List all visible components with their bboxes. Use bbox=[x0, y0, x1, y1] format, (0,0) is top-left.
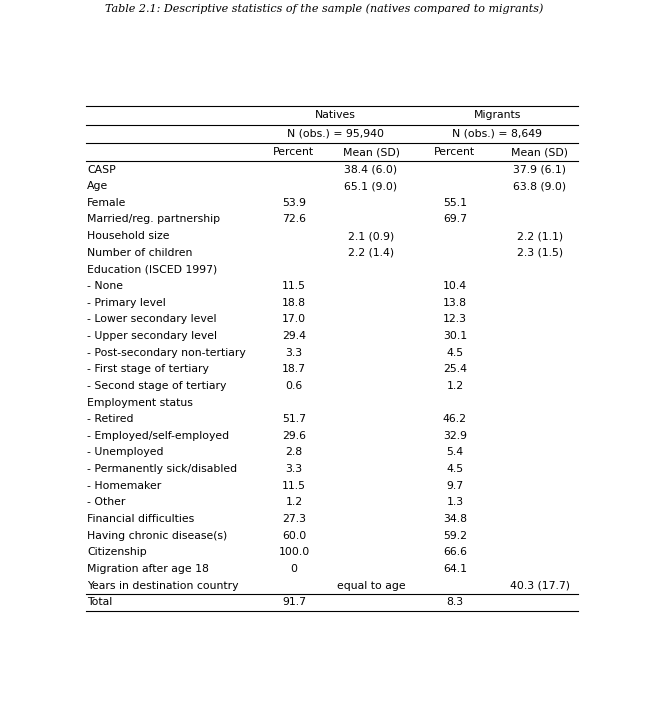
Text: Female: Female bbox=[87, 198, 126, 208]
Text: N (obs.) = 8,649: N (obs.) = 8,649 bbox=[452, 129, 542, 139]
Text: 1.2: 1.2 bbox=[285, 497, 303, 508]
Text: 64.1: 64.1 bbox=[443, 564, 467, 574]
Text: 2.2 (1.1): 2.2 (1.1) bbox=[516, 231, 563, 241]
Text: - Second stage of tertiary: - Second stage of tertiary bbox=[87, 381, 226, 391]
Text: 37.9 (6.1): 37.9 (6.1) bbox=[513, 165, 566, 174]
Text: 30.1: 30.1 bbox=[443, 331, 467, 341]
Text: Employment status: Employment status bbox=[87, 397, 193, 408]
Text: 5.4: 5.4 bbox=[446, 447, 463, 458]
Text: 32.9: 32.9 bbox=[443, 431, 467, 441]
Text: 2.3 (1.5): 2.3 (1.5) bbox=[516, 247, 563, 258]
Text: Percent: Percent bbox=[273, 147, 314, 157]
Text: Age: Age bbox=[87, 181, 108, 191]
Text: 9.7: 9.7 bbox=[446, 481, 463, 491]
Text: 34.8: 34.8 bbox=[443, 514, 467, 524]
Text: - None: - None bbox=[87, 281, 123, 291]
Text: 55.1: 55.1 bbox=[443, 198, 467, 208]
Text: equal to age: equal to age bbox=[337, 581, 406, 591]
Text: - Employed/self-employed: - Employed/self-employed bbox=[87, 431, 229, 441]
Text: 10.4: 10.4 bbox=[443, 281, 467, 291]
Text: 11.5: 11.5 bbox=[282, 481, 306, 491]
Text: - Lower secondary level: - Lower secondary level bbox=[87, 314, 216, 324]
Text: 46.2: 46.2 bbox=[443, 414, 467, 424]
Text: - Other: - Other bbox=[87, 497, 126, 508]
Text: 2.1 (0.9): 2.1 (0.9) bbox=[348, 231, 394, 241]
Text: Table 2.1: Descriptive statistics of the sample (natives compared to migrants): Table 2.1: Descriptive statistics of the… bbox=[105, 4, 543, 14]
Text: Education (ISCED 1997): Education (ISCED 1997) bbox=[87, 264, 217, 274]
Text: Total: Total bbox=[87, 597, 112, 607]
Text: - Retired: - Retired bbox=[87, 414, 133, 424]
Text: Citizenship: Citizenship bbox=[87, 547, 147, 557]
Text: CASP: CASP bbox=[87, 165, 116, 174]
Text: 3.3: 3.3 bbox=[285, 464, 303, 474]
Text: 100.0: 100.0 bbox=[278, 547, 310, 557]
Text: - Upper secondary level: - Upper secondary level bbox=[87, 331, 217, 341]
Text: Married/reg. partnership: Married/reg. partnership bbox=[87, 214, 220, 224]
Text: - Permanently sick/disabled: - Permanently sick/disabled bbox=[87, 464, 237, 474]
Text: Years in destination country: Years in destination country bbox=[87, 581, 238, 591]
Text: - Primary level: - Primary level bbox=[87, 297, 166, 308]
Text: 12.3: 12.3 bbox=[443, 314, 467, 324]
Text: 69.7: 69.7 bbox=[443, 214, 467, 224]
Text: 60.0: 60.0 bbox=[282, 531, 306, 541]
Text: 13.8: 13.8 bbox=[443, 297, 467, 308]
Text: 29.4: 29.4 bbox=[282, 331, 306, 341]
Text: 1.2: 1.2 bbox=[446, 381, 463, 391]
Text: Mean (SD): Mean (SD) bbox=[511, 147, 568, 157]
Text: Number of children: Number of children bbox=[87, 247, 192, 258]
Text: 8.3: 8.3 bbox=[446, 597, 463, 607]
Text: 0.6: 0.6 bbox=[285, 381, 303, 391]
Text: 18.8: 18.8 bbox=[282, 297, 306, 308]
Text: 11.5: 11.5 bbox=[282, 281, 306, 291]
Text: 1.3: 1.3 bbox=[446, 497, 463, 508]
Text: 18.7: 18.7 bbox=[282, 364, 306, 374]
Text: Household size: Household size bbox=[87, 231, 170, 241]
Text: Natives: Natives bbox=[315, 110, 356, 120]
Text: - Homemaker: - Homemaker bbox=[87, 481, 161, 491]
Text: 63.8 (9.0): 63.8 (9.0) bbox=[513, 181, 566, 191]
Text: Mean (SD): Mean (SD) bbox=[343, 147, 400, 157]
Text: Percent: Percent bbox=[434, 147, 476, 157]
Text: Having chronic disease(s): Having chronic disease(s) bbox=[87, 531, 227, 541]
Text: 4.5: 4.5 bbox=[446, 464, 463, 474]
Text: 40.3 (17.7): 40.3 (17.7) bbox=[510, 581, 570, 591]
Text: 2.8: 2.8 bbox=[285, 447, 303, 458]
Text: 51.7: 51.7 bbox=[282, 414, 306, 424]
Text: 72.6: 72.6 bbox=[282, 214, 306, 224]
Text: 2.2 (1.4): 2.2 (1.4) bbox=[348, 247, 394, 258]
Text: 3.3: 3.3 bbox=[285, 347, 303, 358]
Text: - First stage of tertiary: - First stage of tertiary bbox=[87, 364, 209, 374]
Text: 38.4 (6.0): 38.4 (6.0) bbox=[345, 165, 398, 174]
Text: - Post-secondary non-tertiary: - Post-secondary non-tertiary bbox=[87, 347, 246, 358]
Text: 4.5: 4.5 bbox=[446, 347, 463, 358]
Text: 25.4: 25.4 bbox=[443, 364, 467, 374]
Text: 17.0: 17.0 bbox=[282, 314, 306, 324]
Text: 65.1 (9.0): 65.1 (9.0) bbox=[345, 181, 398, 191]
Text: 66.6: 66.6 bbox=[443, 547, 467, 557]
Text: 0: 0 bbox=[290, 564, 297, 574]
Text: Migrants: Migrants bbox=[474, 110, 521, 120]
Text: - Unemployed: - Unemployed bbox=[87, 447, 163, 458]
Text: 59.2: 59.2 bbox=[443, 531, 467, 541]
Text: 29.6: 29.6 bbox=[282, 431, 306, 441]
Text: N (obs.) = 95,940: N (obs.) = 95,940 bbox=[286, 129, 384, 139]
Text: 91.7: 91.7 bbox=[282, 597, 306, 607]
Text: Migration after age 18: Migration after age 18 bbox=[87, 564, 209, 574]
Text: 27.3: 27.3 bbox=[282, 514, 306, 524]
Text: 53.9: 53.9 bbox=[282, 198, 306, 208]
Text: Financial difficulties: Financial difficulties bbox=[87, 514, 194, 524]
